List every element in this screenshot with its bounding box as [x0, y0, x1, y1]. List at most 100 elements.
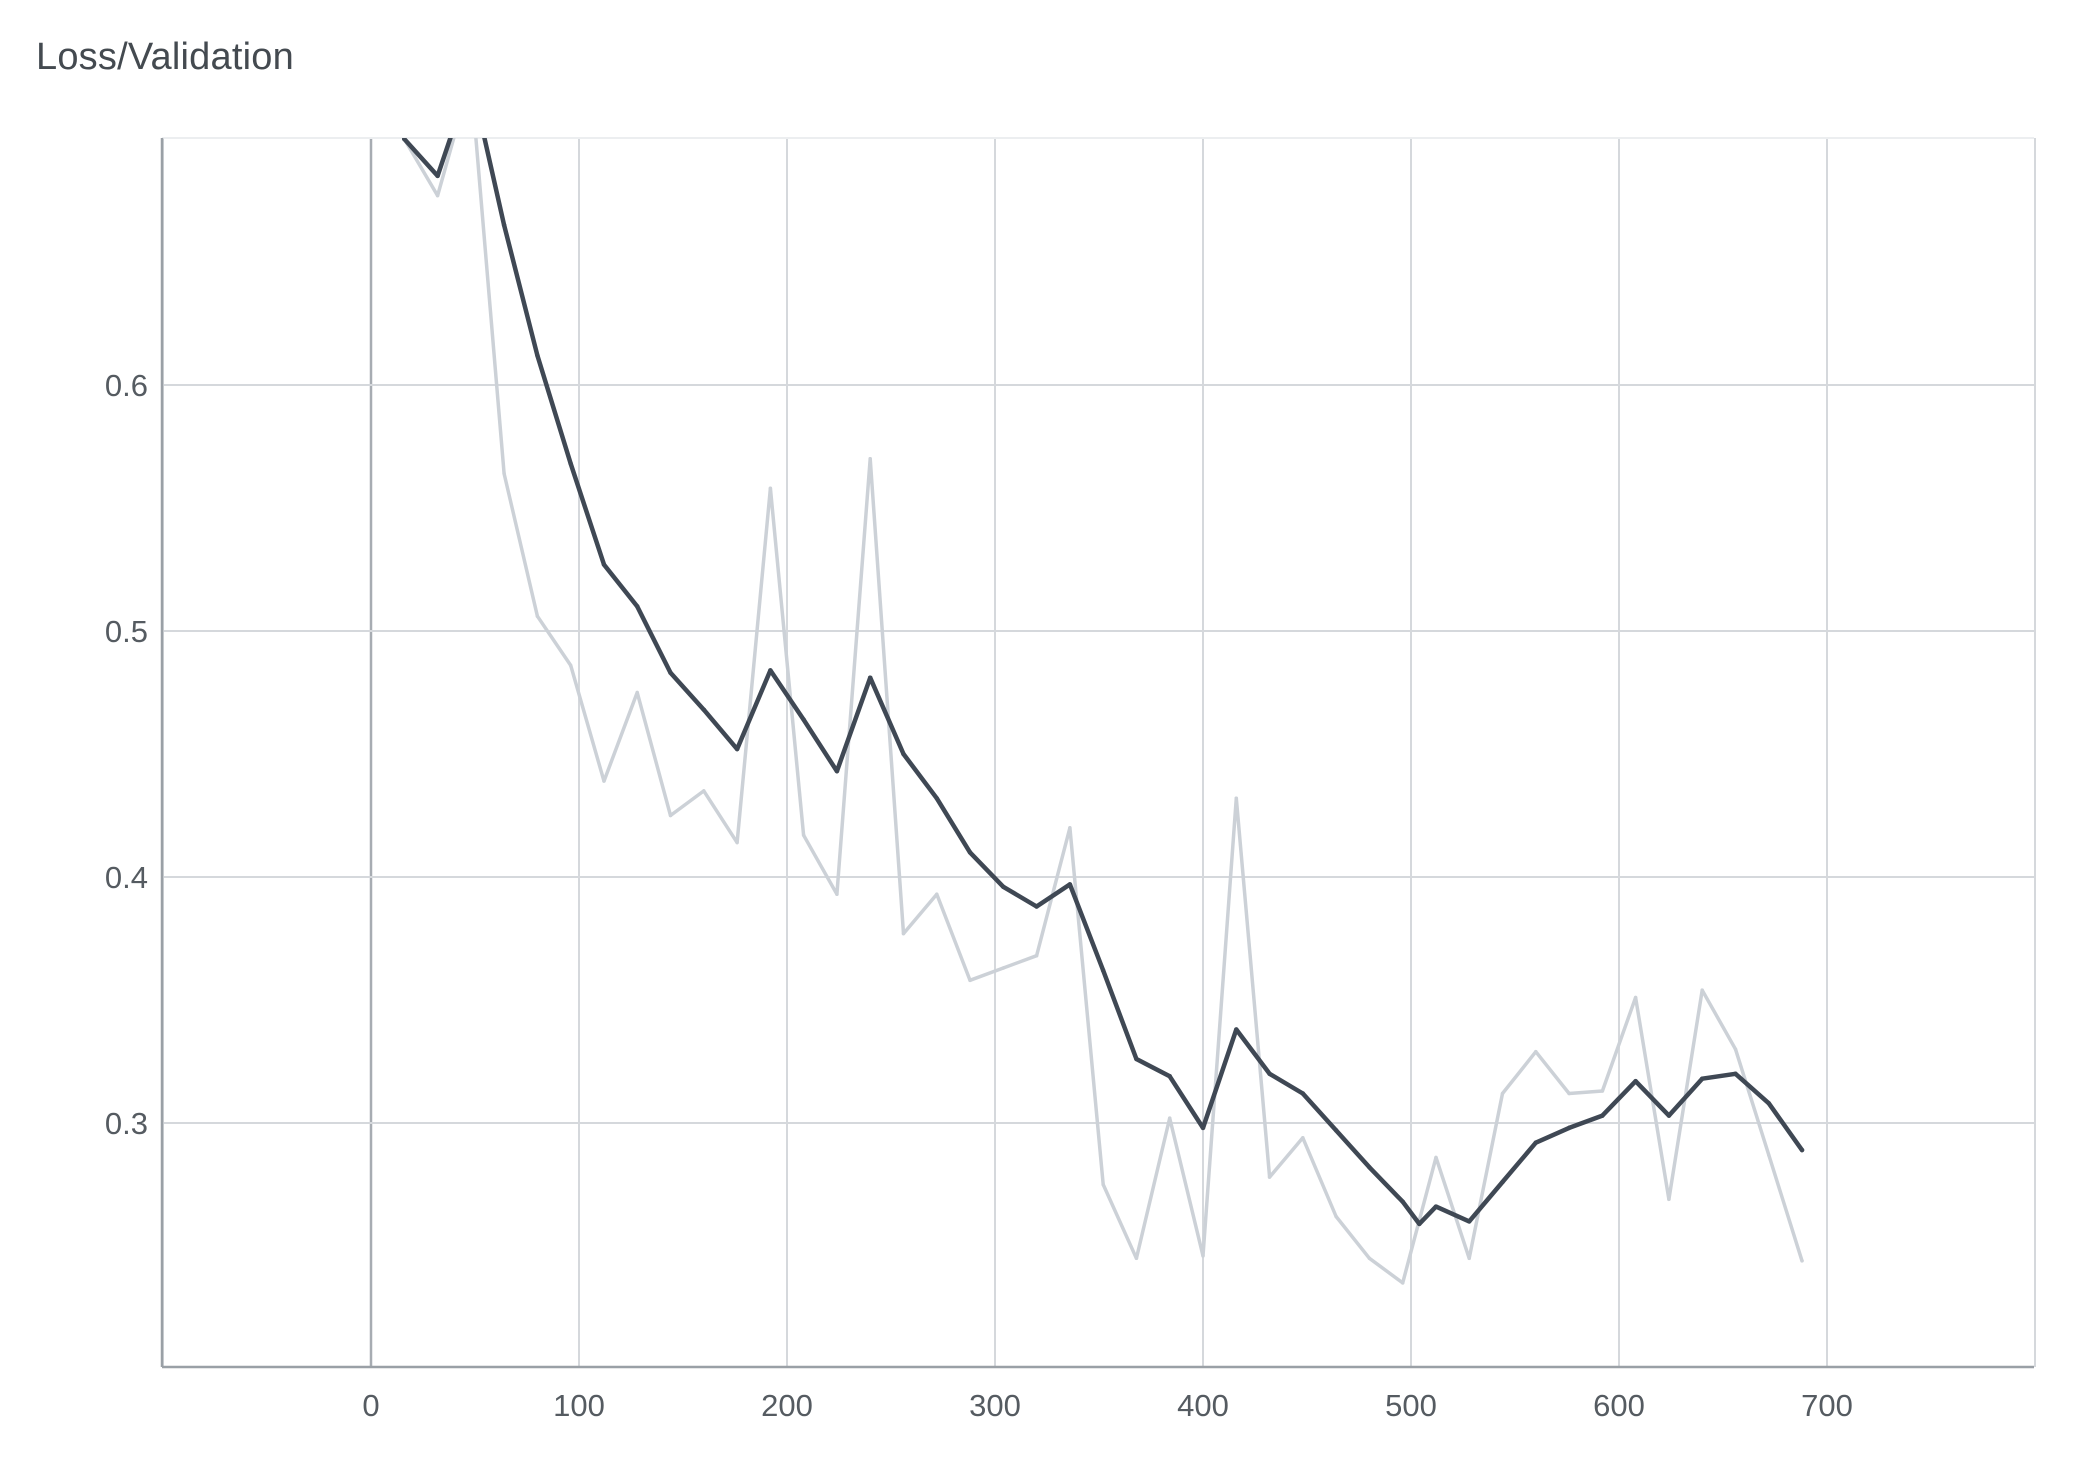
smoothed-series-point-34	[1500, 1179, 1505, 1185]
smoothed-series-point-10	[734, 746, 740, 752]
smoothed-series-point-17	[967, 850, 973, 855]
y-tick-label-0.5: 0.5	[105, 614, 148, 649]
x-tick-label-300: 300	[969, 1388, 1021, 1423]
y-tick-label-0.3: 0.3	[105, 1106, 148, 1141]
raw-series-point-22	[1134, 1256, 1139, 1261]
smoothed-series-point-26	[1267, 1071, 1272, 1077]
smoothed-series-point-35	[1533, 1140, 1539, 1145]
raw-series-point-30	[1400, 1281, 1405, 1285]
raw-series-point-41	[1767, 1153, 1771, 1157]
smoothed-series-point-16	[934, 796, 940, 801]
raw-series-point-14	[868, 457, 872, 461]
x-tick-label-100: 100	[553, 1388, 605, 1423]
grid-lines	[162, 137, 2036, 1367]
x-tick-label-0: 0	[362, 1388, 379, 1423]
x-tick-label-600: 600	[1593, 1388, 1645, 1423]
tick-labels: 0.3 0.4 0.5 0.6 0 100 200 300 400 500 600 700	[105, 368, 1853, 1423]
raw-series-line	[402, 138, 1804, 1285]
smoothed-series-point-6	[601, 562, 607, 567]
smoothed-series-point-41	[1733, 1071, 1738, 1077]
raw-series-point-24	[1201, 1254, 1205, 1258]
smoothed-series-point-31	[1417, 1221, 1422, 1227]
smoothed-series-point-11	[768, 668, 773, 673]
raw-series-point-11	[768, 486, 773, 491]
raw-series-point-2	[469, 76, 473, 80]
raw-series-point-40	[1733, 1047, 1738, 1051]
raw-series-point-35	[1567, 1091, 1571, 1096]
smoothed-series-line	[402, 138, 1805, 1227]
raw-series-point-13	[835, 892, 839, 896]
raw-series-point-26	[1267, 1175, 1272, 1179]
raw-series-point-7	[635, 690, 639, 695]
smoothed-series-point-30	[1400, 1199, 1405, 1204]
raw-series-point-23	[1167, 1116, 1172, 1120]
raw-series-point-8	[668, 813, 673, 818]
y-tick-label-0.4: 0.4	[105, 860, 148, 895]
raw-series-point-36	[1600, 1089, 1605, 1093]
raw-series-point-20	[1068, 826, 1072, 830]
smoothed-series-point-28	[1333, 1128, 1339, 1133]
raw-series-point-25	[1234, 796, 1239, 801]
smoothed-series-point-3	[501, 222, 507, 228]
smoothed-series-point-22	[1134, 1056, 1139, 1062]
smoothed-series-point-33	[1466, 1219, 1472, 1224]
smoothed-series-point-24	[1200, 1125, 1206, 1131]
smoothed-series-point-15	[901, 751, 906, 757]
smoothed-series-point-20	[1067, 882, 1073, 887]
smoothed-series-point-9	[701, 707, 707, 712]
smoothed-series-point-38	[1633, 1078, 1638, 1084]
smoothed-series-point-23	[1167, 1074, 1172, 1079]
raw-series-point-1	[435, 193, 440, 198]
raw-series-point-18	[1001, 966, 1006, 970]
raw-series-point-17	[968, 978, 972, 983]
raw-series-point-16	[935, 892, 939, 896]
x-tick-label-500: 500	[1385, 1388, 1437, 1423]
series-lines	[402, 138, 1805, 1285]
raw-series-point-9	[702, 789, 706, 793]
raw-series-point-38	[1667, 1197, 1671, 1202]
smoothed-series-point-39	[1666, 1113, 1672, 1118]
raw-series-point-5	[568, 663, 573, 668]
smoothed-series-point-4	[535, 353, 540, 358]
raw-series-point-32	[1467, 1256, 1471, 1261]
raw-series-point-10	[735, 840, 739, 845]
x-tick-label-700: 700	[1801, 1388, 1853, 1423]
smoothed-series-point-36	[1566, 1125, 1572, 1131]
raw-series-point-4	[535, 614, 540, 618]
smoothed-series-point-19	[1034, 904, 1039, 909]
raw-series-point-39	[1700, 988, 1704, 992]
raw-series-point-31	[1434, 1155, 1438, 1160]
smoothed-series-point-5	[568, 461, 573, 466]
y-tick-label-0.6: 0.6	[105, 368, 148, 403]
raw-series-point-15	[901, 931, 906, 936]
smoothed-series-point-8	[668, 670, 673, 676]
raw-series-point-29	[1367, 1256, 1372, 1261]
raw-series-point-27	[1301, 1136, 1305, 1140]
smoothed-series-point-40	[1699, 1076, 1705, 1081]
raw-series-point-42	[1800, 1259, 1804, 1263]
x-tick-label-200: 200	[761, 1388, 813, 1423]
smoothed-series-point-7	[634, 604, 640, 609]
raw-series-point-6	[602, 779, 606, 783]
smoothed-series-point-2	[469, 75, 474, 80]
x-tick-label-400: 400	[1177, 1388, 1229, 1423]
raw-series-point-12	[801, 833, 806, 837]
smoothed-series-point-42	[1766, 1101, 1772, 1106]
smoothed-series-point-32	[1433, 1204, 1439, 1209]
chart-title: Loss/Validation	[36, 36, 294, 78]
smoothed-series-point-14	[867, 675, 873, 680]
smoothed-series-point-1	[435, 173, 440, 179]
smoothed-series-point-27	[1300, 1091, 1306, 1096]
smoothed-series-point-37	[1600, 1113, 1605, 1118]
series-points	[402, 75, 1805, 1285]
smoothed-series-point-12	[801, 717, 806, 722]
raw-series-point-28	[1334, 1214, 1338, 1219]
smoothed-series-point-29	[1367, 1165, 1372, 1170]
smoothed-series-point-21	[1100, 968, 1106, 973]
raw-series-point-3	[502, 471, 506, 476]
smoothed-series-point-43	[1799, 1147, 1805, 1153]
raw-series-point-19	[1034, 953, 1039, 958]
axes	[160, 138, 2034, 1369]
smoothed-series-point-25	[1234, 1027, 1239, 1032]
